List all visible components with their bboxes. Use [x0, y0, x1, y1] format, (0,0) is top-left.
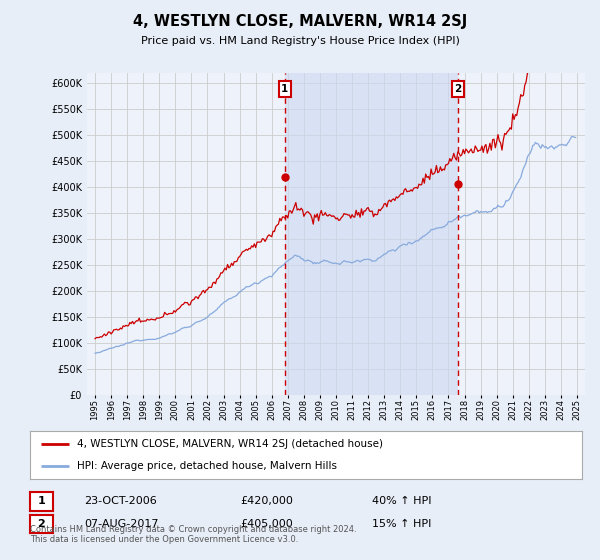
Text: 40% ↑ HPI: 40% ↑ HPI — [372, 496, 431, 506]
Text: £420,000: £420,000 — [240, 496, 293, 506]
Text: 2: 2 — [38, 519, 45, 529]
Text: HPI: Average price, detached house, Malvern Hills: HPI: Average price, detached house, Malv… — [77, 461, 337, 471]
Text: 4, WESTLYN CLOSE, MALVERN, WR14 2SJ (detached house): 4, WESTLYN CLOSE, MALVERN, WR14 2SJ (det… — [77, 439, 383, 449]
Text: Contains HM Land Registry data © Crown copyright and database right 2024.
This d: Contains HM Land Registry data © Crown c… — [30, 525, 356, 544]
Text: 23-OCT-2006: 23-OCT-2006 — [84, 496, 157, 506]
Text: 15% ↑ HPI: 15% ↑ HPI — [372, 519, 431, 529]
Text: 4, WESTLYN CLOSE, MALVERN, WR14 2SJ: 4, WESTLYN CLOSE, MALVERN, WR14 2SJ — [133, 14, 467, 29]
Text: 1: 1 — [281, 84, 289, 94]
Text: 07-AUG-2017: 07-AUG-2017 — [84, 519, 158, 529]
Text: £405,000: £405,000 — [240, 519, 293, 529]
Text: 2: 2 — [454, 84, 462, 94]
Bar — [285, 73, 458, 395]
Text: 1: 1 — [38, 497, 45, 506]
Text: Price paid vs. HM Land Registry's House Price Index (HPI): Price paid vs. HM Land Registry's House … — [140, 36, 460, 46]
